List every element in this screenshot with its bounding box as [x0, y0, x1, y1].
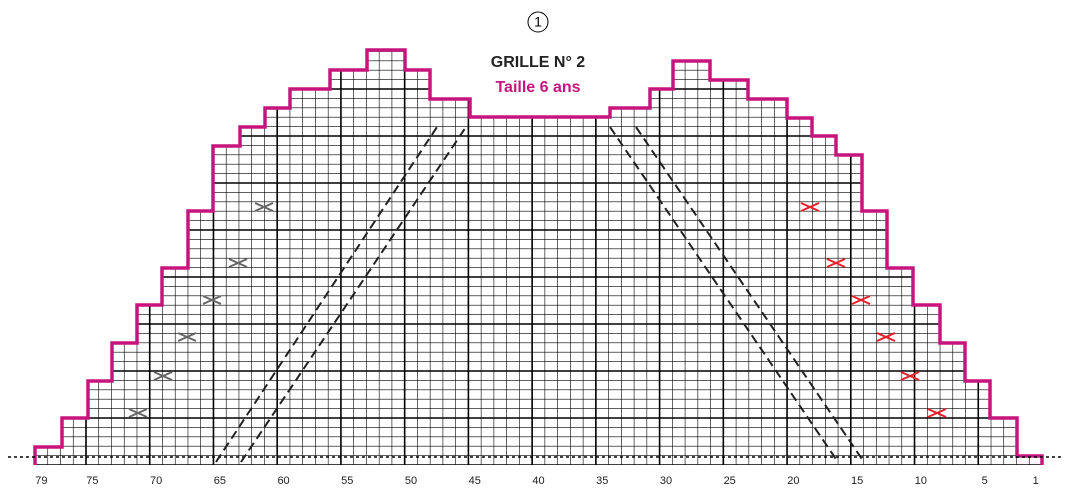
stitch-label: 35 [596, 475, 608, 487]
size-label: Taille 6 ans [495, 79, 580, 96]
stitch-label: 5 [982, 475, 988, 487]
stitch-label: 10 [915, 475, 927, 487]
cross [153, 371, 173, 381]
stitch-label: 45 [469, 475, 481, 487]
stitch-label: 30 [660, 475, 672, 487]
stitch-label: 55 [341, 475, 353, 487]
stitch-label: 79 [35, 475, 47, 487]
cross [900, 371, 920, 381]
grid-title: GRILLE N° 2 [491, 54, 586, 71]
cross [876, 332, 896, 342]
stitch-labels: 79 75 70 65 60 55 50 45 40 35 30 25 20 15 10 5 1 [35, 475, 1038, 487]
stitch-label: 1 [1033, 475, 1039, 487]
outline [33, 48, 1044, 465]
cross [254, 202, 274, 212]
cross [851, 295, 871, 305]
cross [228, 258, 248, 268]
cross [800, 202, 820, 212]
number-circle [527, 11, 549, 33]
grid-number: 1 [534, 14, 542, 30]
cross [927, 408, 947, 418]
grid [35, 50, 1042, 465]
cross [177, 332, 197, 342]
stitch-label: 75 [86, 475, 98, 487]
stitch-label: 70 [150, 475, 162, 487]
cross [128, 408, 148, 418]
stitch-label: 20 [787, 475, 799, 487]
cross [826, 258, 846, 268]
stitch-label: 25 [724, 475, 736, 487]
decrease-lines [215, 126, 865, 463]
stitch-label: 15 [851, 475, 863, 487]
cross-marks [128, 202, 947, 418]
stitch-label: 60 [277, 475, 289, 487]
cross [202, 295, 222, 305]
stitch-label: 40 [532, 475, 544, 487]
stitch-label: 50 [405, 475, 417, 487]
stitch-label: 65 [214, 475, 226, 487]
